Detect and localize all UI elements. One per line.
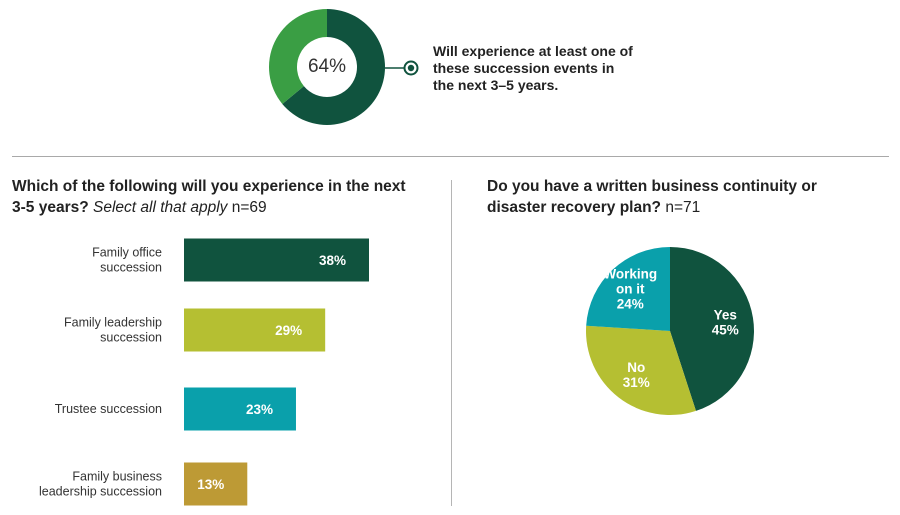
callout-connector — [385, 60, 419, 76]
bar-category-label: Family leadership — [64, 316, 162, 330]
donut-segment-main — [282, 9, 385, 126]
bar — [184, 387, 296, 431]
question-qualifier: Select all that apply — [93, 199, 228, 216]
bar-chart-question: Which of the following will you experien… — [12, 176, 412, 218]
pie-slice-label: on it — [616, 282, 645, 297]
bar-category-label: Family office — [92, 246, 162, 260]
bar — [184, 462, 248, 506]
bar-category-label: Family business — [72, 470, 162, 484]
pie-slice — [586, 325, 696, 415]
sample-size: n=71 — [665, 199, 701, 216]
horizontal-divider — [12, 156, 889, 157]
bar-value-label: 13% — [197, 477, 224, 492]
callout-text: Will experience at least one of these su… — [433, 43, 633, 93]
bar-category-label: succession — [100, 331, 162, 345]
pie-slice-label: No — [627, 360, 645, 375]
pie-slice-label: Working — [603, 267, 657, 282]
vertical-divider — [451, 180, 452, 506]
question-text: Which of the following will you experien… — [12, 178, 406, 216]
pie-chart-question: Do you have a written business continuit… — [487, 176, 877, 218]
pie-value-label: 31% — [623, 375, 650, 390]
pie-slice — [670, 247, 754, 411]
bar — [184, 308, 326, 352]
donut-segment-rest — [269, 9, 327, 104]
bar-value-label: 23% — [246, 402, 273, 417]
bar-value-label: 38% — [319, 253, 346, 268]
sample-size: n=69 — [231, 199, 267, 216]
pie-value-label: 24% — [617, 297, 644, 312]
succession-donut-chart — [269, 9, 385, 126]
donut-center-label: 64% — [307, 56, 347, 77]
question-text: Do you have a written business continuit… — [487, 178, 817, 216]
pie-value-label: 45% — [712, 323, 739, 338]
bar-category-label: succession — [100, 261, 162, 275]
bar-value-label: 29% — [275, 323, 302, 338]
bar-category-label: Trustee succession — [55, 402, 162, 416]
pie-slice-label: Yes — [714, 308, 737, 323]
bar — [184, 238, 369, 282]
pie-slice — [586, 247, 670, 331]
bar-category-label: leadership succession — [39, 485, 162, 499]
